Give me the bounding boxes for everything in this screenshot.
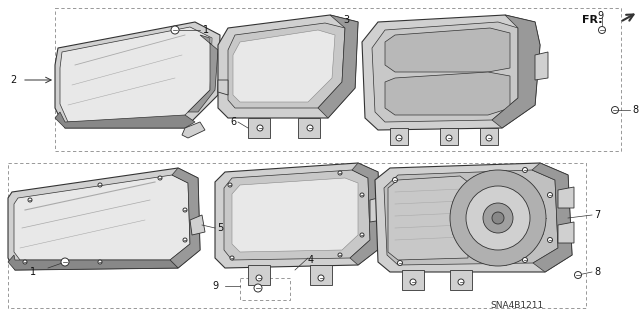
- Circle shape: [397, 261, 403, 265]
- Circle shape: [183, 238, 187, 242]
- Text: 8: 8: [632, 105, 638, 115]
- Circle shape: [23, 260, 27, 264]
- Polygon shape: [440, 128, 458, 145]
- Polygon shape: [450, 270, 472, 290]
- Circle shape: [492, 212, 504, 224]
- Polygon shape: [372, 22, 518, 122]
- Text: SNA4B1211: SNA4B1211: [490, 300, 543, 309]
- Polygon shape: [8, 168, 200, 270]
- Circle shape: [230, 256, 234, 260]
- Text: 1: 1: [30, 267, 36, 277]
- Circle shape: [410, 279, 416, 285]
- Circle shape: [338, 171, 342, 175]
- Polygon shape: [480, 128, 498, 145]
- Circle shape: [183, 208, 187, 212]
- Circle shape: [228, 183, 232, 187]
- Polygon shape: [385, 28, 510, 72]
- Text: 5: 5: [217, 223, 223, 233]
- Circle shape: [392, 177, 397, 182]
- Polygon shape: [60, 27, 212, 122]
- Polygon shape: [215, 163, 380, 268]
- Polygon shape: [310, 265, 332, 285]
- Polygon shape: [370, 197, 382, 222]
- Polygon shape: [298, 118, 320, 138]
- Polygon shape: [375, 163, 572, 272]
- Circle shape: [575, 271, 582, 278]
- Circle shape: [360, 233, 364, 237]
- Circle shape: [360, 193, 364, 197]
- Polygon shape: [532, 163, 572, 272]
- Circle shape: [396, 135, 402, 141]
- Polygon shape: [188, 35, 218, 112]
- Circle shape: [338, 253, 342, 257]
- Circle shape: [598, 26, 605, 33]
- Polygon shape: [190, 215, 205, 235]
- Polygon shape: [248, 265, 270, 285]
- Polygon shape: [232, 178, 358, 252]
- Polygon shape: [558, 222, 574, 243]
- Circle shape: [466, 186, 530, 250]
- Circle shape: [257, 125, 263, 131]
- Circle shape: [254, 284, 262, 292]
- Polygon shape: [385, 72, 510, 115]
- Text: 8: 8: [594, 267, 600, 277]
- Circle shape: [98, 183, 102, 187]
- Text: 9: 9: [212, 281, 218, 291]
- Circle shape: [61, 258, 69, 266]
- Polygon shape: [55, 22, 220, 128]
- Polygon shape: [350, 163, 380, 265]
- Circle shape: [486, 135, 492, 141]
- Polygon shape: [224, 170, 370, 260]
- Polygon shape: [228, 23, 345, 108]
- Text: 3: 3: [343, 15, 349, 25]
- Circle shape: [446, 135, 452, 141]
- Text: 4: 4: [308, 255, 314, 265]
- Bar: [55, 8, 621, 151]
- Polygon shape: [402, 270, 424, 290]
- Polygon shape: [248, 118, 270, 138]
- Circle shape: [98, 260, 102, 264]
- Text: 1: 1: [203, 25, 209, 35]
- Circle shape: [307, 125, 313, 131]
- Text: FR.: FR.: [582, 15, 602, 25]
- Polygon shape: [182, 122, 205, 138]
- Bar: [240, 278, 290, 300]
- Circle shape: [318, 275, 324, 281]
- Circle shape: [458, 279, 464, 285]
- Circle shape: [547, 238, 552, 242]
- Text: 9: 9: [597, 11, 603, 21]
- Circle shape: [28, 198, 32, 202]
- Circle shape: [256, 275, 262, 281]
- Polygon shape: [8, 255, 178, 270]
- Polygon shape: [390, 128, 408, 145]
- Polygon shape: [384, 170, 558, 265]
- Circle shape: [611, 107, 618, 114]
- Polygon shape: [388, 176, 468, 260]
- Circle shape: [171, 26, 179, 34]
- Circle shape: [483, 203, 513, 233]
- Circle shape: [450, 170, 546, 266]
- Polygon shape: [535, 52, 548, 80]
- Text: 6: 6: [230, 117, 236, 127]
- Polygon shape: [55, 112, 195, 128]
- Bar: [8, 163, 586, 308]
- Circle shape: [158, 176, 162, 180]
- Polygon shape: [362, 15, 540, 130]
- Text: 7: 7: [594, 210, 600, 220]
- Polygon shape: [218, 80, 228, 95]
- Polygon shape: [14, 175, 190, 260]
- Text: 2: 2: [10, 75, 16, 85]
- Polygon shape: [318, 15, 358, 118]
- Polygon shape: [170, 168, 200, 268]
- Polygon shape: [218, 15, 358, 118]
- Polygon shape: [558, 187, 574, 208]
- Circle shape: [522, 167, 527, 173]
- Polygon shape: [492, 15, 540, 128]
- Circle shape: [522, 257, 527, 263]
- Polygon shape: [233, 30, 335, 102]
- Circle shape: [547, 192, 552, 197]
